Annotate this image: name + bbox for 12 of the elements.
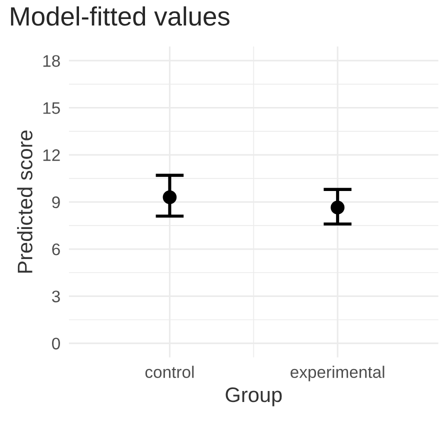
x-axis-title: Group (226, 387, 282, 406)
y-axis-title: Predicted score (17, 130, 32, 273)
y-tick-label: 3 (52, 290, 60, 302)
x-tick-label: experimental (290, 366, 384, 382)
y-tick-label: 15 (43, 102, 60, 114)
y-tick-label: 6 (52, 243, 60, 256)
y-tick-label: 18 (43, 55, 60, 67)
y-tick-label: 9 (52, 196, 60, 208)
y-tick-label: 0 (52, 338, 60, 350)
x-tick-label: control (145, 366, 194, 378)
y-tick-label: 12 (43, 149, 60, 161)
chart-title: Model-fitted values (11, 6, 230, 26)
